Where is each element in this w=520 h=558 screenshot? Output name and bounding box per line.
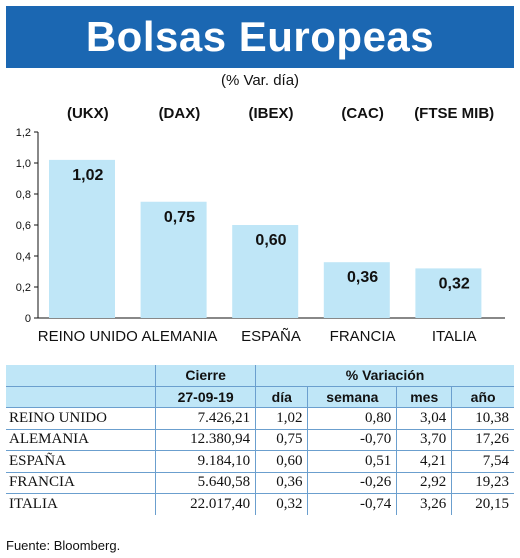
category-label: ALEMANIA xyxy=(141,328,217,345)
bar-value-label: 0,32 xyxy=(439,275,470,292)
markets-table: Cierre % Variación 27-09-19 día semana m… xyxy=(6,365,514,515)
bar xyxy=(49,159,115,318)
table-row: REINO UNIDO 7.426,21 1,02 0,80 3,04 10,38 xyxy=(6,407,514,430)
country-cell: ITALIA xyxy=(9,495,58,512)
category-label: FRANCIA xyxy=(330,328,396,345)
index-label: (DAX) xyxy=(159,105,201,122)
header-mes: mes xyxy=(396,386,452,408)
table-row: FRANCIA 5.640,58 0,36 -0,26 2,92 19,23 xyxy=(6,472,514,494)
cierre-cell: 5.640,58 xyxy=(155,472,256,494)
country-cell: REINO UNIDO xyxy=(6,407,156,430)
dia-cell: 1,02 xyxy=(255,407,308,430)
bar-chart: 0 0,2 0,4 0,6 0,8 1,0 1,2 (UKX) 1,02 REINO UNIDO (… xyxy=(16,105,505,345)
y-tick-label: 1,0 xyxy=(16,158,31,170)
title-banner: Bolsas Europeas xyxy=(6,6,514,68)
header-dia: día xyxy=(255,386,308,408)
chart-subtitle: (% Var. día) xyxy=(220,72,300,89)
index-label: (CAC) xyxy=(341,105,384,122)
y-tick-label: 0,8 xyxy=(16,189,31,201)
dia-cell: 0,75 xyxy=(255,429,308,451)
ano-cell: 7,54 xyxy=(451,450,514,473)
bar-value-label: 1,02 xyxy=(72,167,103,184)
dia-cell: 0,60 xyxy=(255,450,308,473)
category-label: REINO UNIDO xyxy=(38,328,138,345)
country-cell: ALEMANIA xyxy=(6,429,156,451)
table-row: ALEMANIA 12.380,94 0,75 -0,70 3,70 17,26 xyxy=(6,429,514,451)
y-tick-label: 0,4 xyxy=(16,251,31,263)
mes-cell: 3,70 xyxy=(396,429,452,451)
category-label: ESPAÑA xyxy=(241,328,301,345)
bar xyxy=(140,201,207,318)
ano-cell: 19,23 xyxy=(451,472,514,494)
dia-cell: 0,36 xyxy=(255,472,308,494)
cierre-cell: 7.426,21 xyxy=(155,407,256,430)
header-blank xyxy=(6,365,156,387)
ano-cell: 17,26 xyxy=(451,429,514,451)
bar-value-label: 0,75 xyxy=(164,209,195,226)
source-note: Fuente: Bloomberg. xyxy=(6,538,121,553)
cierre-cell: 12.380,94 xyxy=(155,429,256,451)
index-label: (IBEX) xyxy=(249,105,294,122)
index-label: (FTSE MIB) xyxy=(414,105,494,122)
table-row: ESPAÑA 9.184,10 0,60 0,51 4,21 7,54 xyxy=(6,450,514,473)
ano-cell: 10,38 xyxy=(451,407,514,430)
semana-cell: -0,26 xyxy=(307,472,397,494)
mes-cell: 4,21 xyxy=(396,450,452,473)
header-ano: año xyxy=(451,386,514,408)
table-header-row-1: Cierre % Variación xyxy=(6,365,514,387)
header-semana: semana xyxy=(307,386,397,408)
bar xyxy=(323,262,390,318)
header-cierre: Cierre xyxy=(155,365,256,387)
semana-cell: -0,74 xyxy=(307,493,397,515)
index-label: (UKX) xyxy=(67,105,109,122)
header-blank-2 xyxy=(6,386,156,408)
y-tick-label: 0,6 xyxy=(16,220,31,232)
cierre-cell: 22.017,40 xyxy=(155,493,256,515)
dia-cell: 0,32 xyxy=(255,493,308,515)
mes-cell: 3,04 xyxy=(396,407,452,430)
semana-cell: -0,70 xyxy=(307,429,397,451)
category-label: ITALIA xyxy=(432,328,477,345)
mes-cell: 2,92 xyxy=(396,472,452,494)
ano-cell: 20,15 xyxy=(451,493,514,515)
cierre-cell: 9.184,10 xyxy=(155,450,256,473)
bar xyxy=(415,268,482,318)
country-cell: FRANCIA xyxy=(6,472,156,494)
header-date: 27-09-19 xyxy=(155,386,256,408)
y-tick-label: 1,2 xyxy=(16,127,31,139)
y-tick-label: 0 xyxy=(25,313,31,325)
mes-cell: 3,26 xyxy=(396,493,452,515)
chart-title: Bolsas Europeas xyxy=(85,13,435,60)
bar xyxy=(232,225,299,318)
bar-value-label: 0,36 xyxy=(347,269,378,286)
header-variacion: % Variación xyxy=(255,365,514,387)
y-tick-label: 0,2 xyxy=(16,282,31,294)
bar-value-label: 0,60 xyxy=(255,232,286,249)
table-header-row-2: 27-09-19 día semana mes año xyxy=(6,386,514,408)
country-cell: ESPAÑA xyxy=(6,450,156,473)
table-row: ITALIA 22.017,40 0,32 -0,74 3,26 20,15 xyxy=(6,493,514,515)
semana-cell: 0,80 xyxy=(307,407,397,430)
semana-cell: 0,51 xyxy=(307,450,397,473)
